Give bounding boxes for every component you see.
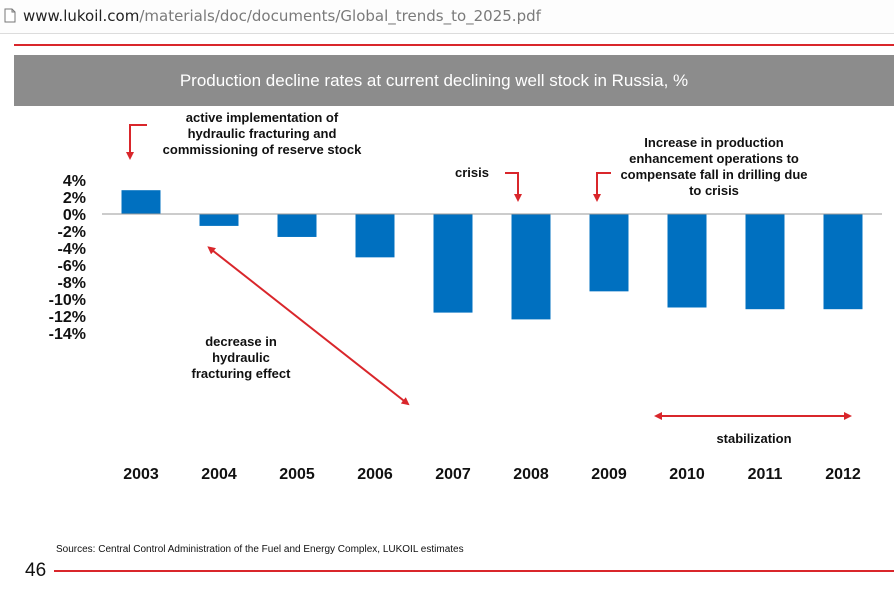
bar <box>511 214 551 320</box>
bar <box>667 214 707 308</box>
x-tick-label: 2003 <box>123 466 159 483</box>
document-icon <box>4 8 16 23</box>
x-tick-label: 2008 <box>513 466 549 483</box>
y-tick-label: -6% <box>58 258 86 275</box>
url-path: /materials/doc/documents/Global_trends_t… <box>139 7 541 25</box>
x-tick-label: 2011 <box>748 466 783 483</box>
y-tick-label: -14% <box>49 326 86 343</box>
url-text[interactable]: www.lukoil.com/materials/doc/documents/G… <box>23 7 541 25</box>
bar <box>589 214 629 292</box>
bar <box>823 214 863 310</box>
annotation-reserve-stock: active implementation of <box>186 110 339 125</box>
annotation-enhancement: enhancement operations to <box>629 151 799 166</box>
annotation-enhancement: Increase in production <box>644 135 783 150</box>
page-number: 46 <box>25 560 47 581</box>
annotation-enhancement: to crisis <box>689 183 739 198</box>
x-tick-label: 2012 <box>825 466 861 483</box>
annotation-arrow-reserve <box>126 124 147 160</box>
chart-title: Production decline rates at current decl… <box>179 70 689 90</box>
y-tick-label: -4% <box>58 241 86 258</box>
annotation-decrease-effect: fracturing effect <box>192 366 292 381</box>
y-tick-label: 4% <box>63 173 86 190</box>
source-note: Sources: Central Control Administration … <box>56 544 464 555</box>
bar <box>277 214 317 237</box>
y-tick-label: -12% <box>49 309 86 326</box>
annotation-arrow-crisis <box>505 172 522 202</box>
top-divider <box>14 44 894 46</box>
x-tick-label: 2010 <box>669 466 705 483</box>
annotation-reserve-stock: commissioning of reserve stock <box>163 142 362 157</box>
url-domain: www.lukoil.com <box>23 7 140 25</box>
y-tick-label: 0% <box>63 207 86 224</box>
address-bar[interactable]: www.lukoil.com/materials/doc/documents/G… <box>0 0 894 34</box>
annotation-enhancement: compensate fall in drilling due <box>620 167 807 182</box>
annotation-decrease-effect: decrease in <box>205 334 277 349</box>
bar <box>433 214 473 313</box>
bar <box>199 214 239 226</box>
x-tick-label: 2007 <box>435 466 471 483</box>
x-tick-label: 2009 <box>591 466 627 483</box>
annotation-arrow-enhancement <box>593 172 611 202</box>
x-tick-label: 2005 <box>279 466 315 483</box>
annotation-decrease-effect: hydraulic <box>212 350 270 365</box>
chart-title-bar: Production decline rates at current decl… <box>14 55 894 106</box>
annotation-stabilization: stabilization <box>716 431 791 446</box>
y-tick-label: -2% <box>58 224 86 241</box>
y-tick-label: -8% <box>58 275 86 292</box>
bar <box>355 214 395 258</box>
bar <box>745 214 785 310</box>
y-tick-label: -10% <box>49 292 86 309</box>
annotation-crisis: crisis <box>455 165 489 180</box>
y-tick-label: 2% <box>63 190 86 207</box>
bar <box>121 190 161 214</box>
x-tick-label: 2006 <box>357 466 393 483</box>
bottom-divider <box>54 570 894 572</box>
x-tick-label: 2004 <box>201 466 237 483</box>
annotation-arrow-decrease <box>207 246 410 406</box>
annotation-reserve-stock: hydraulic fracturing and <box>188 126 337 141</box>
